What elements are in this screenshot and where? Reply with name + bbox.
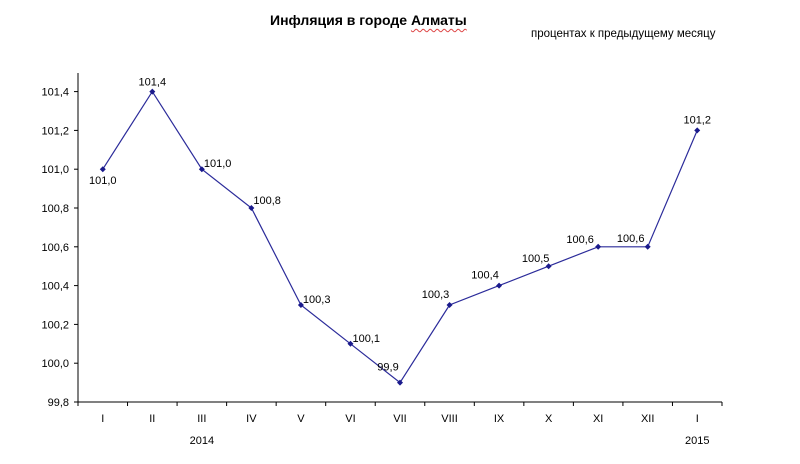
data-label: 99,9 [377, 362, 398, 374]
x-tick-label: VII [393, 413, 406, 425]
x-tick-label: II [149, 413, 155, 425]
data-label: 101,4 [139, 77, 167, 89]
x-tick-label: I [696, 413, 699, 425]
x-tick-label: V [297, 413, 305, 425]
y-tick-label: 101,2 [41, 125, 69, 137]
x-tick-label: IX [494, 413, 505, 425]
data-point-marker [644, 243, 651, 250]
y-tick-label: 101,4 [41, 87, 69, 99]
data-point-marker [99, 166, 106, 173]
series-line [102, 90, 698, 384]
data-label: 100,1 [352, 333, 380, 345]
data-point-marker [694, 127, 701, 134]
x-tick-label: X [545, 413, 553, 425]
data-label: 100,4 [471, 270, 499, 282]
data-point-marker [496, 282, 503, 289]
x-tick-label: IV [246, 413, 257, 425]
y-tick-label: 100,0 [41, 358, 69, 370]
data-label: 101,2 [683, 114, 711, 126]
data-label: 100,6 [617, 233, 645, 245]
x-tick-label: XI [593, 413, 603, 425]
data-label: 101,0 [89, 175, 117, 187]
x-tick-label: III [197, 413, 206, 425]
x-tick-label: VI [345, 413, 355, 425]
data-point-marker [397, 379, 403, 386]
data-point-marker [595, 243, 602, 250]
y-tick-label: 100,2 [41, 319, 69, 331]
chart-title: Инфляция в городе Алматы [270, 12, 467, 28]
y-tick-label: 100,8 [41, 203, 69, 215]
x-tick-label: XII [641, 413, 654, 425]
y-tick-label: 100,4 [41, 281, 69, 293]
data-label: 100,8 [253, 195, 281, 207]
x-tick-label: I [101, 413, 104, 425]
year-label: 2014 [190, 435, 214, 447]
data-point-marker [248, 205, 255, 211]
data-label: 100,6 [566, 234, 594, 246]
data-point-marker [446, 302, 453, 308]
data-label: 100,3 [422, 289, 450, 301]
y-tick-label: 100,6 [41, 242, 69, 254]
data-point-marker [545, 263, 552, 270]
chart-title-city: Алматы [410, 12, 467, 28]
data-point-marker [198, 166, 205, 173]
data-label: 100,5 [522, 253, 550, 265]
y-tick-label: 101,0 [41, 164, 69, 176]
data-point-marker [347, 340, 354, 347]
data-label: 101,0 [204, 158, 232, 170]
chart-subtitle: процентах к предыдущему месяцу [531, 28, 716, 40]
year-label: 2015 [685, 435, 709, 447]
y-tick-label: 99,8 [48, 397, 69, 409]
x-tick-label: VIII [441, 413, 458, 425]
chart-title-text: Инфляция в городе [270, 12, 408, 28]
data-point-marker [297, 302, 304, 308]
data-label: 100,3 [303, 294, 331, 306]
data-point-marker [149, 88, 156, 95]
